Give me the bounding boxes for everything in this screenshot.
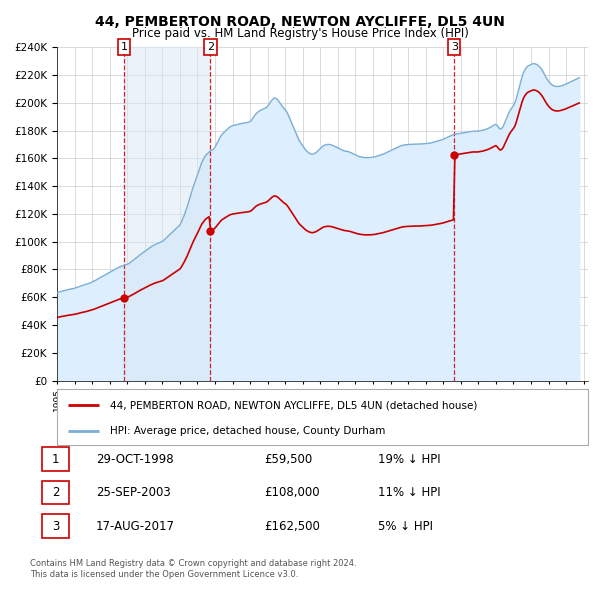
- Text: 3: 3: [52, 520, 59, 533]
- Text: 2: 2: [207, 42, 214, 52]
- Text: 2: 2: [52, 486, 59, 499]
- Text: 25-SEP-2003: 25-SEP-2003: [96, 486, 171, 499]
- Text: 44, PEMBERTON ROAD, NEWTON AYCLIFFE, DL5 4UN (detached house): 44, PEMBERTON ROAD, NEWTON AYCLIFFE, DL5…: [110, 400, 478, 410]
- Text: 29-OCT-1998: 29-OCT-1998: [96, 453, 173, 466]
- Text: £108,000: £108,000: [264, 486, 320, 499]
- Text: 44, PEMBERTON ROAD, NEWTON AYCLIFFE, DL5 4UN: 44, PEMBERTON ROAD, NEWTON AYCLIFFE, DL5…: [95, 15, 505, 30]
- Text: Contains HM Land Registry data © Crown copyright and database right 2024.
This d: Contains HM Land Registry data © Crown c…: [30, 559, 356, 579]
- Text: 5% ↓ HPI: 5% ↓ HPI: [378, 520, 433, 533]
- Text: Price paid vs. HM Land Registry's House Price Index (HPI): Price paid vs. HM Land Registry's House …: [131, 27, 469, 40]
- Text: 3: 3: [451, 42, 458, 52]
- Text: 11% ↓ HPI: 11% ↓ HPI: [378, 486, 440, 499]
- Bar: [124, 47, 210, 381]
- Text: 19% ↓ HPI: 19% ↓ HPI: [378, 453, 440, 466]
- Text: £162,500: £162,500: [264, 520, 320, 533]
- Text: £59,500: £59,500: [264, 453, 312, 466]
- Text: 1: 1: [121, 42, 128, 52]
- Text: HPI: Average price, detached house, County Durham: HPI: Average price, detached house, Coun…: [110, 427, 385, 437]
- Text: 1: 1: [52, 453, 59, 466]
- Text: 17-AUG-2017: 17-AUG-2017: [96, 520, 175, 533]
